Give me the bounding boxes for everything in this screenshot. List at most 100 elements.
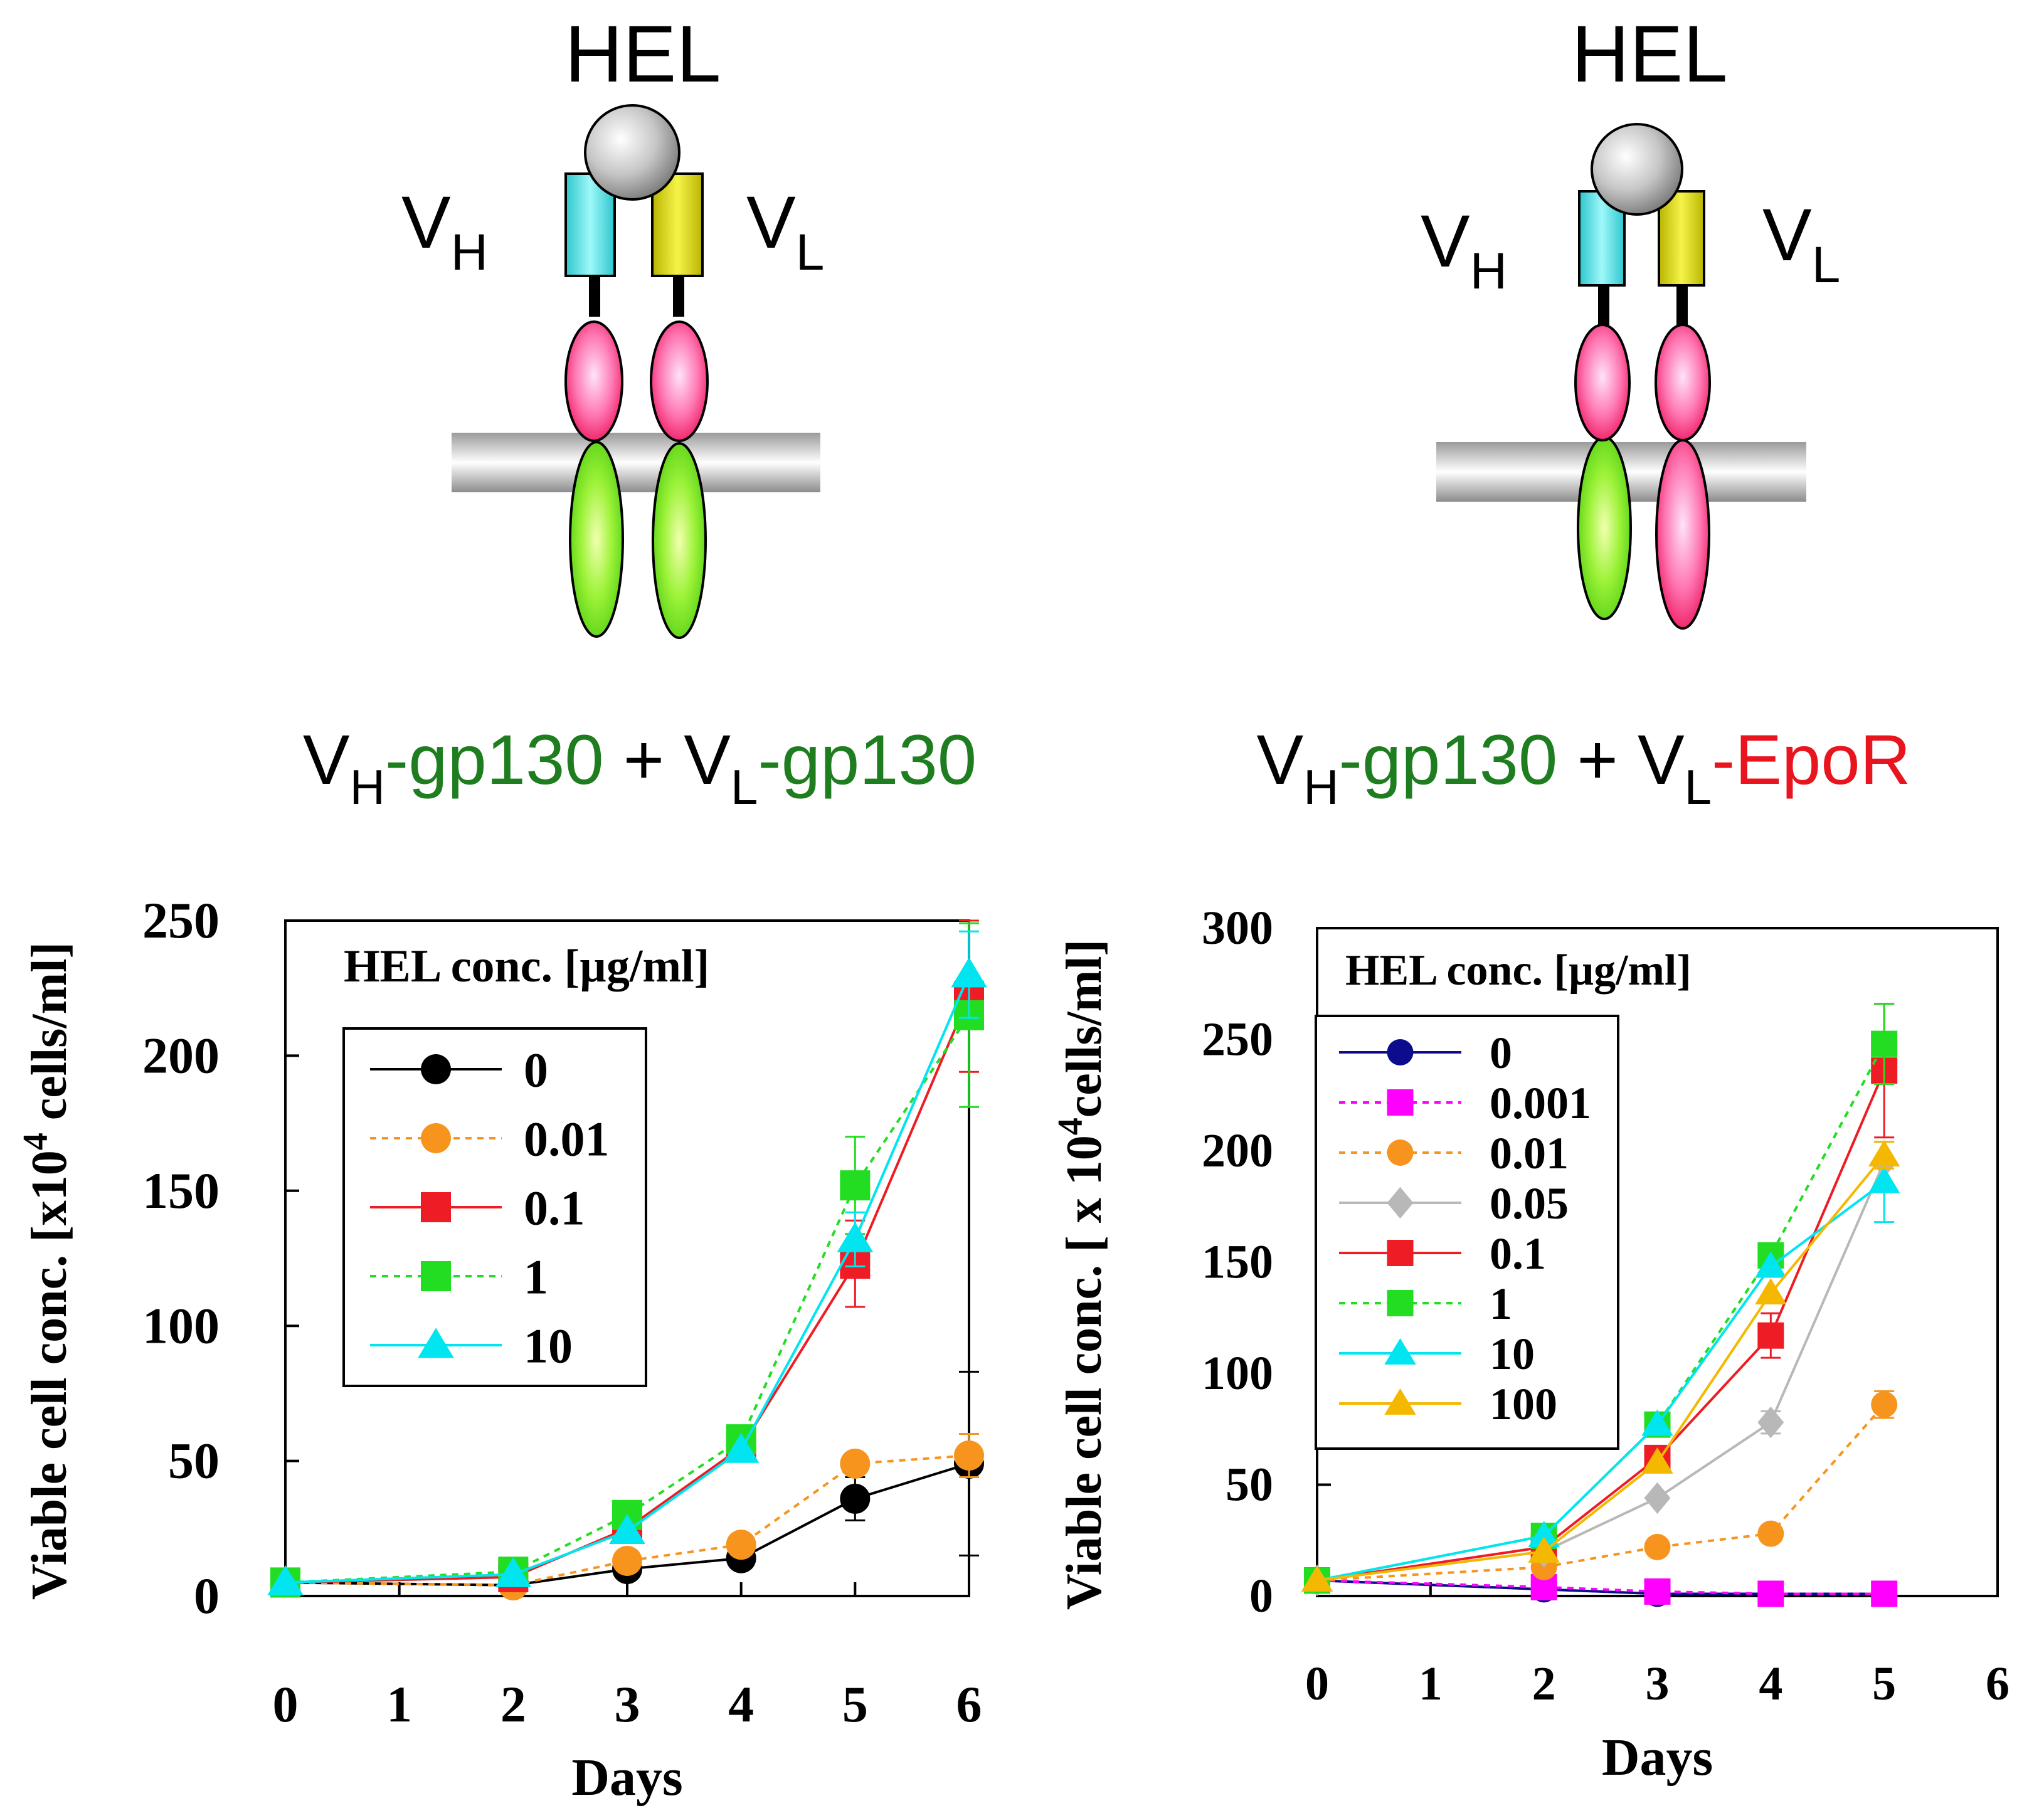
antigen-label: HEL (1572, 9, 1728, 99)
extracellular-domain-left (1574, 324, 1631, 441)
y-tick-label: 100 (1202, 1347, 1273, 1400)
extracellular-domain-right (1655, 324, 1711, 441)
legend-marker (421, 1054, 451, 1084)
data-point (495, 1557, 532, 1587)
legend-label: 0.01 (524, 1111, 610, 1166)
x-axis-label: Days (571, 1748, 682, 1807)
vh-linker (1598, 282, 1609, 326)
vl-label: VL (746, 181, 824, 281)
legend-marker (1384, 1338, 1416, 1365)
receptor-diagram-1: HEL VH VL VH-gp130 + VL-gp130 (303, 9, 977, 815)
y-axis-label: Viable cell conc. [x104 cells/ml] (16, 942, 77, 1600)
data-point (1757, 1322, 1784, 1349)
y-tick-label: 150 (1202, 1236, 1273, 1289)
legend-entry-0.05: 0.05 (1339, 1178, 1569, 1229)
legend-marker (1384, 1388, 1416, 1415)
x-tick-label: 4 (1759, 1657, 1782, 1710)
y-axis-label-exponent: 4 (1051, 1118, 1090, 1135)
legend-label: 0.1 (524, 1180, 585, 1235)
y-tick-label: 250 (1202, 1013, 1273, 1066)
data-point (837, 1222, 874, 1252)
legend-marker (1387, 1290, 1414, 1316)
legend-marker (1387, 1039, 1414, 1065)
data-point (612, 1545, 642, 1576)
y-tick-label: 150 (142, 1162, 220, 1219)
x-tick-label: 4 (728, 1676, 754, 1733)
series-100 (1301, 1139, 1900, 1592)
x-tick-label: 3 (615, 1676, 640, 1733)
y-axis-label-main: Viable cell conc. [ x 10 (1057, 1135, 1112, 1610)
legend-marker (1387, 1089, 1414, 1116)
y-axis-label-exponent: 4 (16, 1133, 55, 1150)
x-tick-label: 5 (1872, 1657, 1896, 1710)
y-tick-label: 200 (1202, 1124, 1273, 1177)
legend-label: 10 (524, 1318, 573, 1373)
legend-entry-0: 0 (1339, 1028, 1512, 1078)
legend-marker (421, 1261, 451, 1291)
hel-antigen-sphere (584, 104, 680, 201)
data-point (723, 1432, 760, 1463)
data-point (1755, 1251, 1787, 1278)
legend-entry-10: 10 (1339, 1329, 1535, 1379)
legend-label: 10 (1490, 1329, 1535, 1379)
legend-label: 0.1 (1490, 1229, 1546, 1279)
x-tick-label: 1 (386, 1676, 412, 1733)
data-point (1644, 1533, 1671, 1560)
data-point (1644, 1578, 1671, 1605)
data-point (954, 1440, 984, 1471)
legend-entry-0.01: 0.01 (370, 1111, 610, 1166)
y-axis-label: Viable cell conc. [ x 104cells/ml] (1051, 939, 1112, 1610)
y-tick-label: 250 (142, 892, 220, 949)
y-tick-label: 0 (194, 1567, 220, 1624)
y-tick-label: 100 (142, 1297, 220, 1354)
data-point (609, 1514, 645, 1545)
data-point (1871, 1391, 1898, 1418)
legend-entry-0.1: 0.1 (1339, 1229, 1546, 1279)
y-tick-label: 0 (1249, 1570, 1273, 1622)
gp130-transmembrane (1577, 436, 1632, 620)
vh-label: VH (1421, 200, 1507, 300)
legend-label: 1 (524, 1249, 548, 1304)
x-tick-label: 6 (1986, 1657, 2010, 1710)
data-point (1757, 1406, 1784, 1439)
legend-marker (421, 1192, 451, 1222)
data-point (951, 957, 987, 988)
data-point (1757, 1580, 1784, 1607)
x-axis-label: Days (1602, 1728, 1713, 1787)
x-tick-label: 3 (1646, 1657, 1670, 1710)
x-tick-label: 6 (956, 1676, 982, 1733)
hel-antigen-sphere (1591, 123, 1683, 216)
series-line (1316, 1579, 1885, 1595)
legend-label: 0 (1490, 1028, 1512, 1078)
y-axis-label-tail: cells/ml] (22, 942, 77, 1133)
x-tick-label: 2 (500, 1676, 526, 1733)
series-line (285, 995, 970, 1584)
data-point (840, 1483, 871, 1514)
series-0.001 (1304, 1567, 1898, 1607)
data-point (1301, 1565, 1333, 1592)
membrane (452, 433, 820, 492)
vl-label: VL (1762, 194, 1840, 293)
y-axis-label-main: Viable cell conc. [x10 (22, 1150, 77, 1600)
legend-label: 100 (1490, 1379, 1557, 1429)
series-line (1316, 1403, 1885, 1582)
receptor-diagram-2: HEL VH VL VH-gp130 + VL-EpoR (1257, 9, 1911, 815)
legend-label: 0.001 (1490, 1078, 1591, 1128)
legend-title: HEL conc. [µg/ml] (344, 941, 709, 992)
gp130-transmembrane-left (569, 441, 624, 638)
legend-label: 0.05 (1490, 1178, 1569, 1229)
data-point (1641, 1409, 1673, 1436)
antigen-label: HEL (565, 9, 721, 99)
data-point (1868, 1166, 1900, 1193)
data-point (1644, 1482, 1671, 1514)
vl-linker (673, 273, 684, 317)
legend-label: 1 (1490, 1279, 1512, 1329)
vl-domain (1658, 190, 1705, 287)
legend-marker (1387, 1187, 1414, 1219)
legend-marker (1387, 1139, 1414, 1166)
x-tick-label: 1 (1419, 1657, 1443, 1710)
x-tick-label: 0 (273, 1676, 299, 1733)
x-tick-label: 2 (1532, 1657, 1556, 1710)
